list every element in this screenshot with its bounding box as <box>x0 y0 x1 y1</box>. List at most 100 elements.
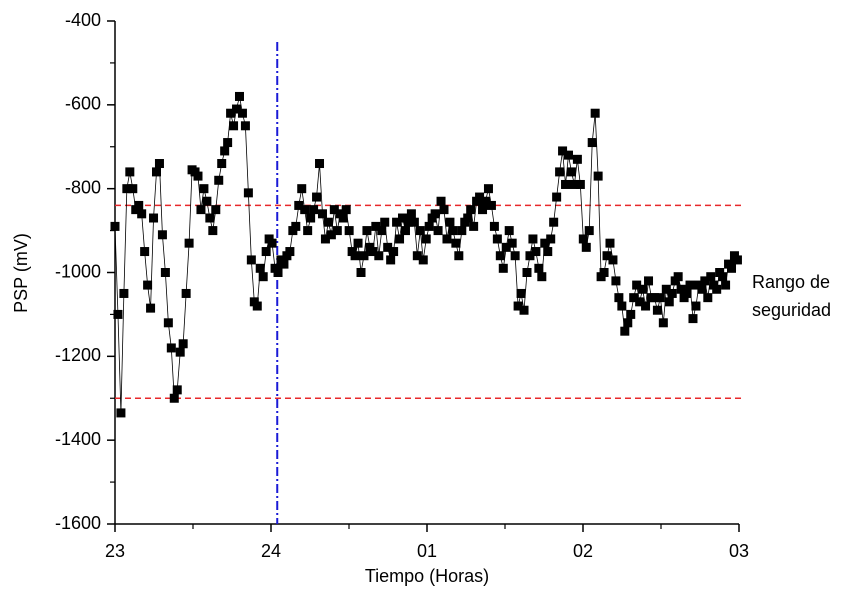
data-point <box>442 234 452 244</box>
data-point <box>537 272 547 282</box>
data-point <box>552 192 562 202</box>
data-point <box>481 196 490 206</box>
data-point <box>240 121 250 131</box>
data-point <box>143 280 153 290</box>
annotation: Rango de <box>752 272 830 292</box>
data-point <box>454 251 464 261</box>
data-point <box>510 251 520 261</box>
y-tick-label: -1000 <box>55 261 101 281</box>
data-point <box>208 226 218 236</box>
data-point <box>516 288 526 298</box>
data-point <box>252 301 262 311</box>
data-point <box>332 226 342 236</box>
data-point <box>320 234 330 244</box>
data-point <box>732 255 742 265</box>
data-point <box>356 268 366 277</box>
data-point <box>424 221 434 231</box>
data-point <box>359 251 369 261</box>
data-point <box>721 280 731 290</box>
series-line <box>114 96 738 413</box>
data-point <box>605 238 615 248</box>
data-point <box>652 305 662 315</box>
data-point <box>525 251 535 261</box>
data-point <box>649 293 659 303</box>
x-axis-label: Tiempo (Horas) <box>365 566 489 586</box>
data-point <box>297 184 307 194</box>
data-point <box>593 171 603 181</box>
data-point <box>685 280 695 290</box>
data-point <box>611 276 621 286</box>
data-point <box>125 167 135 177</box>
data-point <box>113 309 123 319</box>
data-point <box>632 280 642 290</box>
data-point <box>306 213 316 223</box>
data-point <box>338 213 348 223</box>
data-point <box>641 301 651 311</box>
data-point <box>421 234 431 244</box>
data-point <box>617 301 627 311</box>
data-point <box>246 255 256 265</box>
data-point <box>561 179 571 189</box>
data-point <box>237 108 247 118</box>
data-point <box>608 255 618 265</box>
data-point <box>522 268 532 277</box>
data-point <box>439 205 449 215</box>
data-point <box>688 314 698 324</box>
data-point <box>243 188 253 198</box>
data-point <box>350 251 360 261</box>
data-point <box>362 226 372 236</box>
data-point <box>395 234 405 244</box>
data-point <box>273 268 283 277</box>
data-point <box>383 242 393 252</box>
data-point <box>566 167 576 177</box>
x-tick-label: 24 <box>261 541 281 561</box>
data-point <box>466 205 476 215</box>
data-point <box>403 217 413 227</box>
data-point <box>303 226 313 236</box>
data-point <box>258 272 268 282</box>
data-point <box>584 226 594 236</box>
data-point <box>620 326 630 336</box>
data-point <box>436 196 446 206</box>
data-point <box>291 221 301 231</box>
data-point <box>220 146 230 156</box>
data-point <box>540 238 550 248</box>
data-point <box>151 167 161 177</box>
data-point <box>380 217 390 227</box>
y-tick-label: -1600 <box>55 513 101 533</box>
data-point <box>344 226 354 236</box>
data-point <box>555 167 565 177</box>
data-point <box>163 318 173 328</box>
data-point <box>261 247 271 257</box>
data-point <box>664 297 674 307</box>
data-point <box>184 238 194 248</box>
data-point <box>655 293 665 303</box>
annotation: seguridad <box>752 300 831 320</box>
data-point <box>300 205 310 215</box>
data-point <box>531 247 541 257</box>
data-point <box>223 138 233 148</box>
data-point <box>501 242 511 252</box>
data-point <box>727 263 737 273</box>
data-point <box>326 230 336 240</box>
data-point <box>279 259 289 269</box>
data-point <box>323 217 333 227</box>
data-point <box>430 209 440 219</box>
data-point <box>196 205 206 215</box>
data-point <box>495 251 505 261</box>
data-point <box>519 305 529 315</box>
data-point <box>483 184 493 194</box>
data-point <box>448 226 458 236</box>
data-point <box>638 284 648 294</box>
data-point <box>377 226 387 236</box>
data-point <box>415 226 425 236</box>
data-point <box>703 293 713 303</box>
data-point <box>563 150 573 160</box>
data-point <box>614 293 624 303</box>
data-point <box>178 339 188 349</box>
data-point <box>691 301 701 311</box>
data-point <box>513 301 523 311</box>
data-point <box>329 205 339 215</box>
data-point <box>578 234 588 244</box>
